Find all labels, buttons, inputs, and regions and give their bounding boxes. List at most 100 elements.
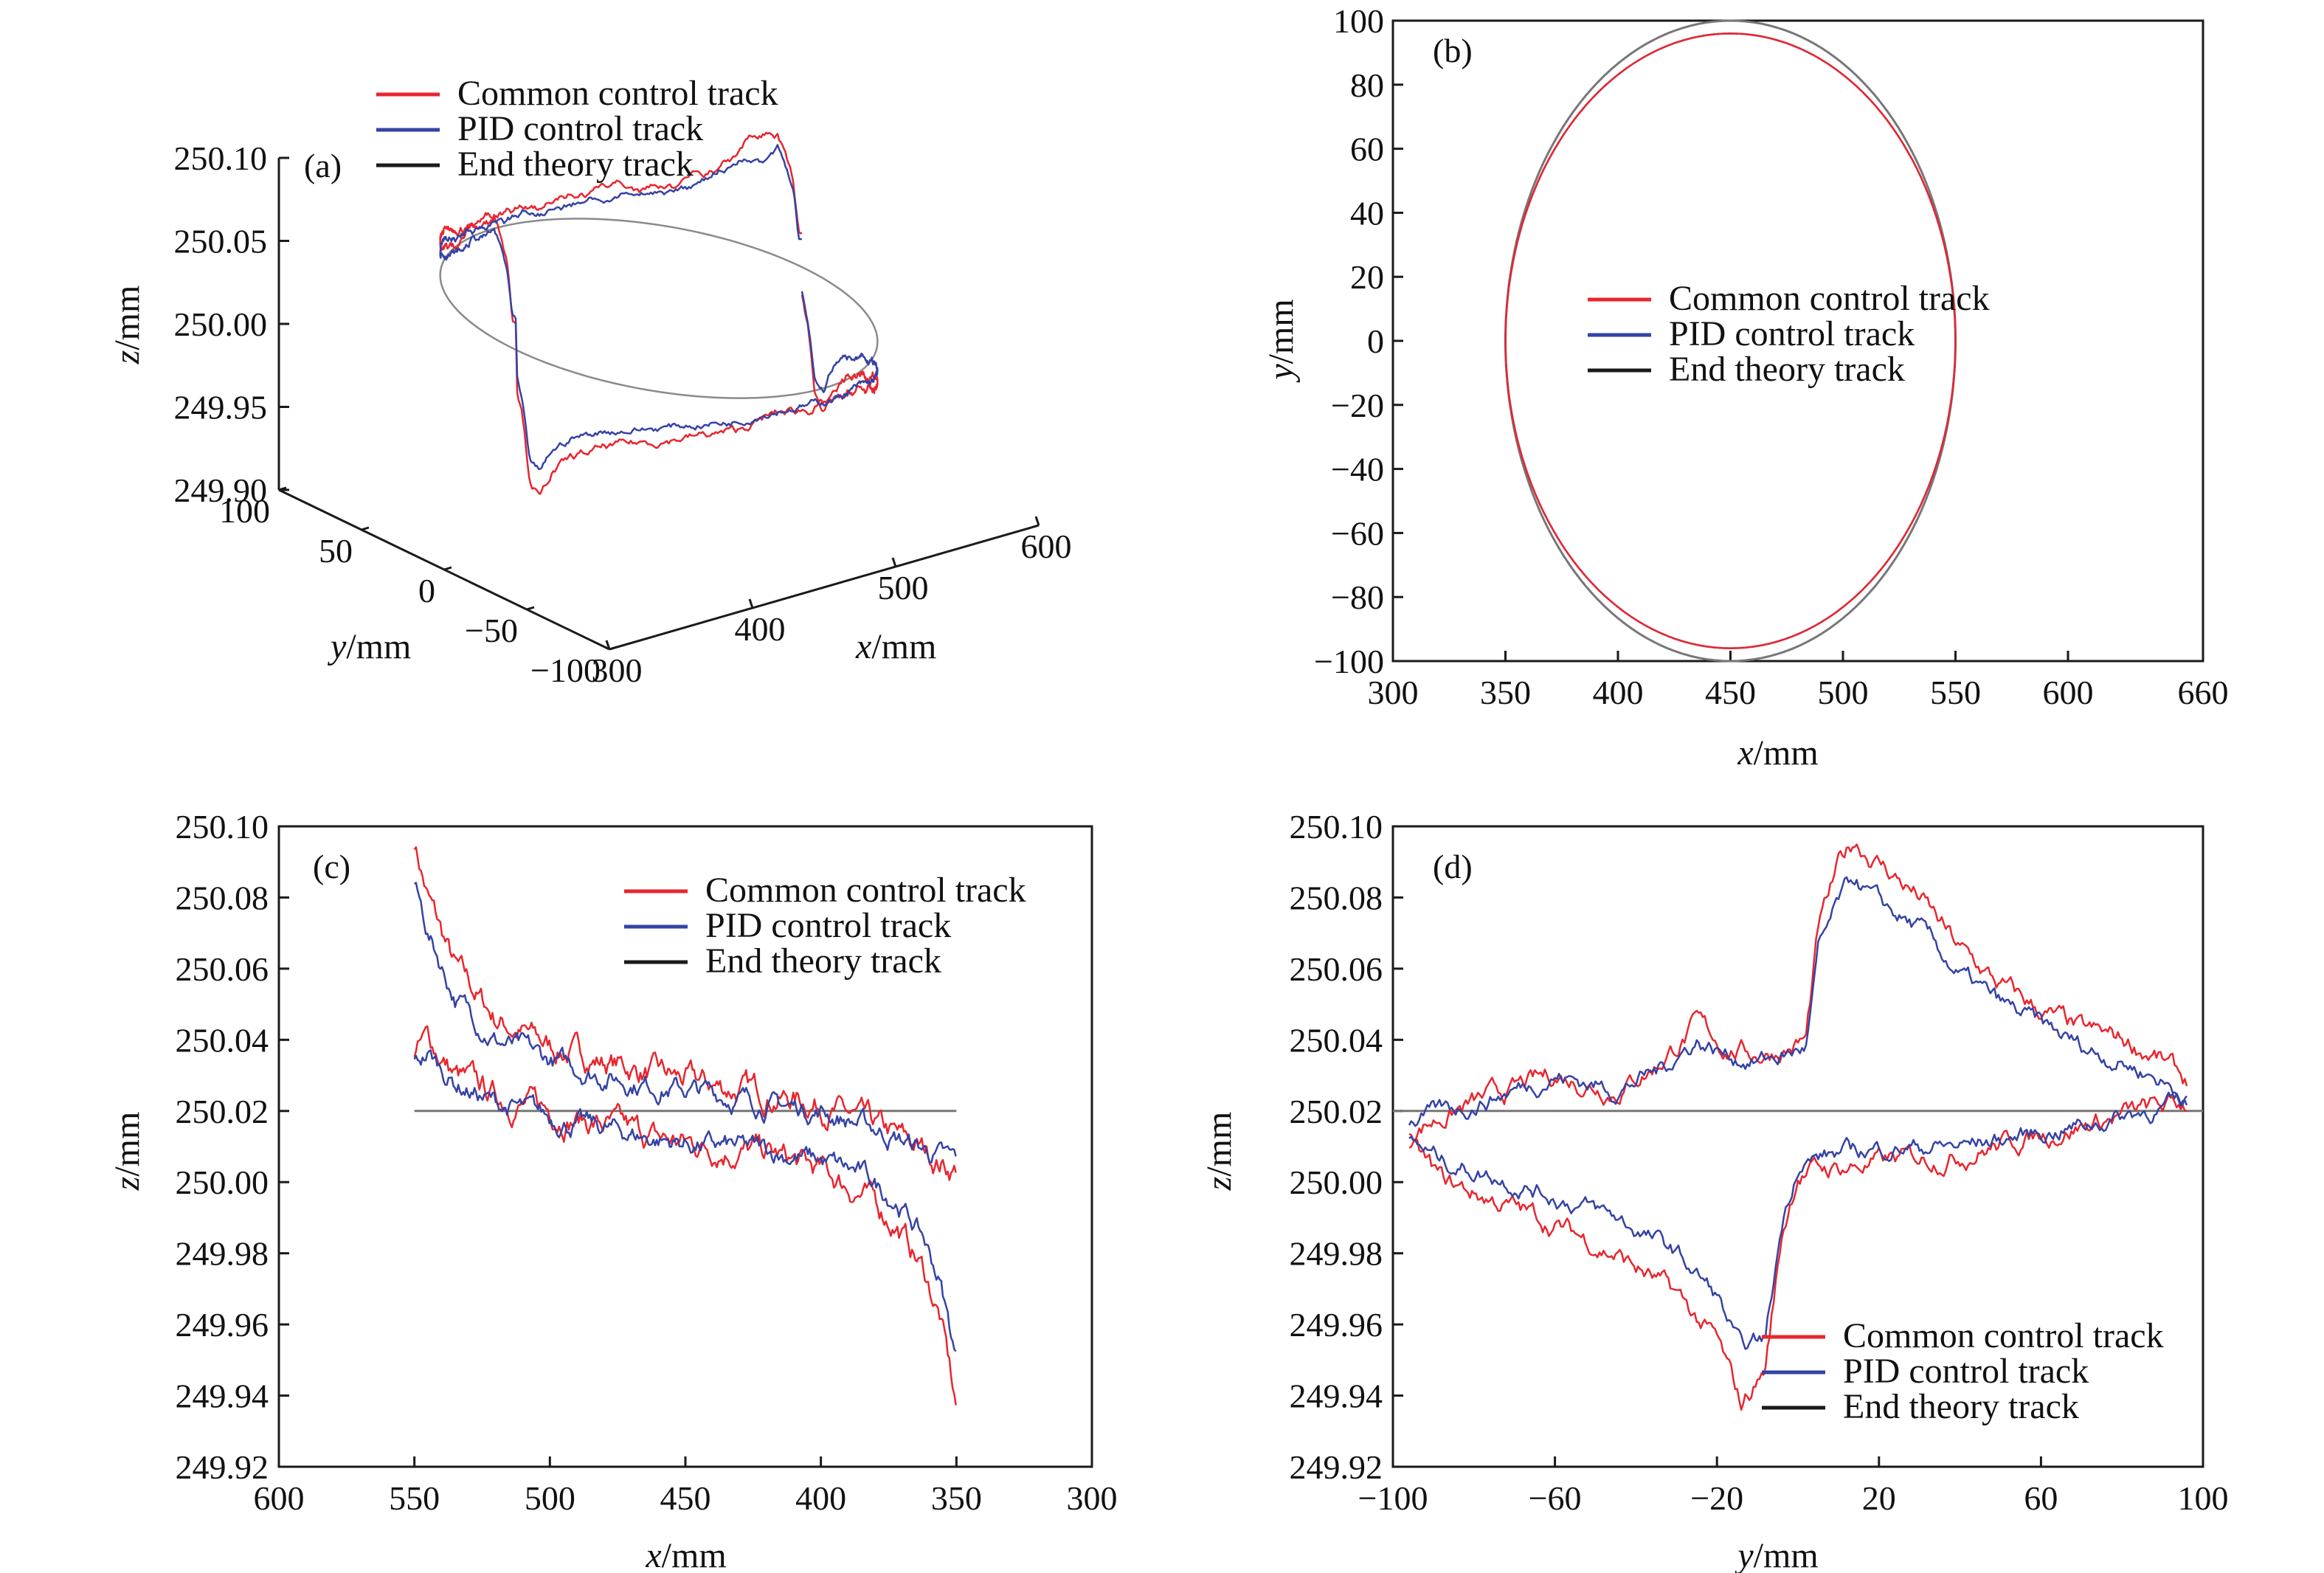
panel-d-y-tick-label-9: 249.92 (1290, 1448, 1383, 1486)
panel-d-x-tick-label-0: −100 (1358, 1479, 1428, 1517)
panel-c-chart: (c) 600 550 500 450 400 350 300 250.10 250.08 250… (108, 808, 1118, 1573)
panel-c-label: (c) (313, 848, 350, 885)
panel-d-y-tick-label-2: 250.06 (1290, 950, 1383, 988)
panel-b-y-tick-label-0: 100 (1333, 2, 1384, 40)
panel-a-y-tick-3 (526, 606, 535, 611)
panel-d-y-axis-label: z/mm (1200, 1112, 1239, 1192)
panel-c-series-common-upper (413, 846, 957, 1181)
panel-c-series-pid-lower (413, 1049, 957, 1352)
panel-b-y-unit: /mm (1262, 299, 1301, 364)
panel-d-label: (d) (1433, 848, 1473, 885)
panel-c-y-tick-label-4: 250.02 (176, 1093, 269, 1130)
panel-c-x-tick-label-6: 300 (1067, 1479, 1118, 1517)
panel-b-x-tick-label-7: 660 (2178, 674, 2229, 711)
panel-c-y-tick-label-9: 249.92 (176, 1448, 269, 1486)
panel-c-ticks: 600 550 500 450 400 350 300 250.10 250.08 250.06 2… (176, 808, 1118, 1517)
panel-d-series-common-lower (1408, 1093, 2188, 1411)
panel-b-curves (1504, 19, 1957, 663)
panel-d-y-tick-label-5: 250.00 (1290, 1164, 1383, 1201)
panel-c-y-unit: /mm (108, 1112, 147, 1177)
panel-b-y-tick-label-5: 0 (1367, 322, 1384, 360)
panel-c-y-tick-label-1: 250.08 (176, 879, 269, 916)
panel-d-x-tick-label-4: 60 (2024, 1479, 2058, 1517)
panel-b-y-tick-label-10: −100 (1314, 643, 1384, 680)
panel-d-x-unit: /mm (1754, 1536, 1819, 1573)
panel-d-plot-frame (1391, 825, 2204, 1468)
panel-a-x-ticks: 300 400 500 600 (592, 516, 1072, 689)
panel-a-series-pid (439, 144, 879, 470)
panel-a-x-unit: /mm (871, 627, 936, 666)
panel-a-y-tick-1 (361, 526, 370, 531)
panel-c-x-unit: /mm (662, 1536, 727, 1573)
panel-d-legend-label-2: End theory track (1843, 1387, 2079, 1426)
panel-a-z-tick-label-2: 250.00 (174, 305, 268, 343)
panel-b-y-tick-label-1: 80 (1350, 66, 1384, 104)
panel-d-y-unit: /mm (1200, 1112, 1239, 1177)
panel-a-y-tick-label-0: 100 (219, 492, 270, 530)
panel-a-x-tick-0 (605, 640, 611, 650)
panel-c-legend-label-2: End theory track (705, 941, 941, 981)
panel-a-x-tick-label-3: 600 (1021, 528, 1072, 565)
panel-b-legend-label-2: End theory track (1669, 350, 1905, 389)
panel-a-y-tick-0 (278, 486, 287, 491)
panel-c-x-tick-label-3: 450 (660, 1479, 711, 1517)
panel-a-y-tick-label-3: −50 (465, 612, 518, 649)
panel-a-z-tick-label-3: 249.95 (174, 389, 268, 426)
panel-c-y-tick-label-8: 249.94 (176, 1377, 269, 1415)
panel-d-legend-label-1: PID control track (1843, 1352, 2089, 1391)
panel-d-series-common-upper (1408, 843, 2188, 1142)
panel-b-x-unit: /mm (1754, 733, 1819, 772)
panel-d-y-tick-label-6: 249.98 (1290, 1235, 1383, 1273)
panel-c-curves (413, 846, 957, 1406)
panel-c-y-tick-label-2: 250.06 (176, 950, 269, 988)
panel-c-x-tick-label-1: 550 (389, 1479, 440, 1517)
panel-d-x-tick-label-2: −20 (1690, 1479, 1743, 1517)
panel-d-legend-label-0: Common control track (1843, 1316, 2164, 1355)
panel-d-y-tick-label-7: 249.96 (1290, 1306, 1383, 1344)
panel-a-x-var: x (855, 627, 871, 666)
panel-d-series-pid-lower (1408, 1091, 2188, 1350)
panel-a-y-tick-label-1: 50 (319, 532, 353, 570)
panel-c-y-tick-label-6: 249.98 (176, 1235, 269, 1273)
panel-c-legend-label-1: PID control track (705, 906, 951, 945)
panel-a-x-tick-3 (1034, 516, 1040, 526)
panel-d-ticks: −100 −60 −20 20 60 100 250.10 250.08 250.06 250.0… (1290, 808, 2229, 1517)
panel-d-x-tick-label-1: −60 (1529, 1479, 1582, 1517)
panel-b-legend-label-0: Common control track (1669, 279, 1990, 318)
panel-c-x-axis-label: x/mm (645, 1536, 726, 1573)
panel-a-y-unit: /mm (346, 627, 411, 666)
panel-b-y-tick-label-7: −40 (1331, 451, 1384, 488)
panel-b-y-tick-label-3: 40 (1350, 194, 1384, 232)
panel-a-y-tick-label-4: −100 (530, 651, 601, 689)
panel-a-legend-label-1: PID control track (457, 109, 703, 148)
panel-b-x-tick-label-5: 550 (1930, 674, 1981, 711)
panel-a-z-ticks: 250.10 250.05 250.00 249.95 249.90 (174, 139, 289, 509)
panel-a-x-tick-label-2: 500 (878, 569, 929, 606)
panel-b-y-axis-label: y/mm (1262, 299, 1301, 383)
panel-d-y-tick-label-3: 250.04 (1290, 1021, 1383, 1059)
panel-b-chart: (b) 300 350 400 450 500 550 600 660 100 80 60 40 20 0… (1262, 2, 2229, 772)
panel-a-z-tick-label-1: 250.05 (174, 223, 268, 260)
panel-c-y-var: z (108, 1176, 147, 1191)
panel-b-y-tick-label-8: −60 (1331, 514, 1384, 552)
panel-a-legend-label-0: Common control track (457, 74, 778, 113)
panel-c-x-tick-label-5: 350 (931, 1479, 982, 1517)
panel-c-y-tick-label-0: 250.10 (176, 808, 269, 846)
panel-a-y-axis-label: y/mm (327, 627, 411, 666)
panel-d-y-tick-label-1: 250.08 (1290, 879, 1383, 916)
panel-d-chart: (d) −100 −60 −20 20 60 100 250.10 250.08 250.06 2… (1200, 808, 2229, 1573)
panel-c-y-tick-label-7: 249.96 (176, 1306, 269, 1344)
panel-a-x-tick-label-0: 300 (592, 651, 643, 689)
panel-b-x-tick-label-0: 300 (1368, 674, 1419, 711)
panel-c-y-tick-label-3: 250.04 (176, 1021, 269, 1059)
panel-d-x-axis-label: y/mm (1734, 1536, 1818, 1573)
panel-a-x-axis-label: x/mm (855, 627, 936, 666)
panel-b-x-tick-label-2: 400 (1593, 674, 1644, 711)
panel-c-series-pid-upper (414, 882, 957, 1164)
